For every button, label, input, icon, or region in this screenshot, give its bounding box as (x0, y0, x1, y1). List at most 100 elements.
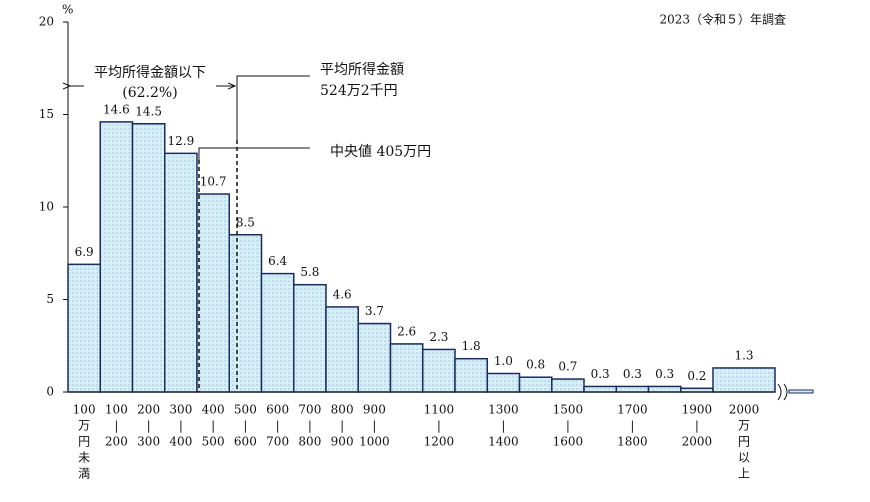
x-tick-label: 円 (78, 435, 90, 449)
leader-line (198, 147, 310, 160)
x-tick-label: 300 (169, 403, 192, 417)
annotation: 平均所得金額 (320, 61, 404, 78)
bar (325, 306, 359, 393)
x-tick-label: | (501, 419, 505, 433)
value-label: 14.6 (103, 102, 130, 116)
x-tick-label: 1000 (359, 435, 390, 449)
bar (164, 152, 198, 393)
value-label: 5.8 (300, 265, 319, 279)
x-tick-label: | (372, 419, 376, 433)
value-label: 0.3 (623, 367, 642, 381)
x-tick-label: 300 (137, 435, 160, 449)
annotation: 524万2千円 (320, 83, 398, 99)
x-tick-label: 以 (738, 451, 750, 465)
bar (518, 376, 553, 393)
value-label: 1.8 (462, 339, 481, 353)
x-tick-label: | (211, 419, 215, 433)
x-tick-label: 円 (738, 435, 750, 449)
x-tick-label: 800 (298, 435, 321, 449)
bar (228, 234, 263, 393)
bar (389, 343, 424, 393)
bar (422, 348, 456, 393)
axis-break (777, 383, 788, 401)
label-bg (84, 62, 216, 102)
bar (486, 372, 521, 393)
value-label: 6.9 (75, 245, 94, 259)
value-label: 1.3 (734, 348, 753, 362)
x-tick-label: 400 (169, 435, 192, 449)
x-tick-label: 万 (78, 419, 90, 433)
annotation: (62.2%) (122, 85, 177, 101)
bar (615, 385, 650, 393)
x-tick-label: | (114, 419, 118, 433)
x-tick-label: 万 (738, 419, 750, 433)
x-tick-label: 600 (234, 435, 257, 449)
x-tick-label: 1700 (617, 403, 648, 417)
annotation: 中央値 405万円 (330, 144, 431, 160)
x-tick-label: | (147, 419, 151, 433)
x-tick-label: 1400 (488, 435, 519, 449)
value-label: 0.8 (526, 358, 545, 372)
x-tick-label: | (276, 419, 280, 433)
x-tick-label: 1300 (488, 403, 519, 417)
value-label: 8.5 (236, 215, 255, 229)
y-tick-label: 0 (46, 385, 54, 399)
x-tick-label: 1800 (617, 435, 648, 449)
x-tick-label: | (243, 419, 247, 433)
x-tick-label: 500 (234, 403, 257, 417)
x-tick-label: 1500 (553, 403, 584, 417)
bar (551, 378, 585, 393)
x-tick-label: 上 (738, 467, 750, 481)
value-label: 2.6 (397, 324, 416, 338)
x-tick-label: 1200 (424, 435, 455, 449)
y-tick-label: 10 (39, 200, 54, 214)
x-tick-label: | (179, 419, 183, 433)
x-tick-label: 700 (266, 435, 289, 449)
annotation: 平均所得金額以下 (94, 64, 206, 81)
x-tick-label: 900 (363, 403, 386, 417)
x-tick-label: 900 (331, 435, 354, 449)
bar (260, 272, 295, 393)
bar (712, 367, 776, 393)
x-tick-label: | (308, 419, 312, 433)
x-tick-label: 1600 (553, 435, 584, 449)
x-tick-label: 満 (78, 467, 90, 481)
value-label: 14.5 (135, 104, 162, 118)
x-tick-label: | (340, 419, 344, 433)
bar (357, 322, 392, 393)
bar (196, 193, 230, 393)
x-tick-label: 1900 (682, 403, 713, 417)
bar (454, 357, 488, 393)
bar (99, 121, 134, 393)
x-tick-label: | (437, 419, 441, 433)
bar (293, 283, 327, 393)
x-tick-label: 600 (266, 403, 289, 417)
bar (647, 385, 682, 393)
leader-line (236, 75, 310, 140)
x-tick-label: 700 (298, 403, 321, 417)
y-tick-label: 15 (39, 107, 54, 121)
x-tick-label: 200 (137, 403, 160, 417)
note: 2023（令和５）年調査 (659, 12, 786, 27)
x-tick-label: 400 (202, 403, 225, 417)
x-tick-label: | (695, 419, 699, 433)
value-label: 0.3 (591, 367, 610, 381)
bar (680, 387, 714, 393)
value-label: 6.4 (268, 254, 287, 268)
value-label: 2.3 (429, 330, 448, 344)
x-tick-label: 1100 (424, 403, 455, 417)
value-label: 0.7 (558, 360, 577, 374)
x-tick-label: 800 (331, 403, 354, 417)
x-tick-label: 未 (78, 451, 90, 465)
x-tick-label: 500 (202, 435, 225, 449)
x-tick-label: | (566, 419, 570, 433)
y-tick-label: 5 (46, 292, 54, 306)
value-label: 1.0 (494, 354, 513, 368)
bar (583, 385, 617, 393)
y-tick-label: 20 (39, 15, 54, 29)
x-tick-label: 100 (73, 403, 96, 417)
bar (131, 123, 166, 393)
x-tick-label: 2000 (729, 403, 760, 417)
axis-tail (788, 389, 814, 394)
